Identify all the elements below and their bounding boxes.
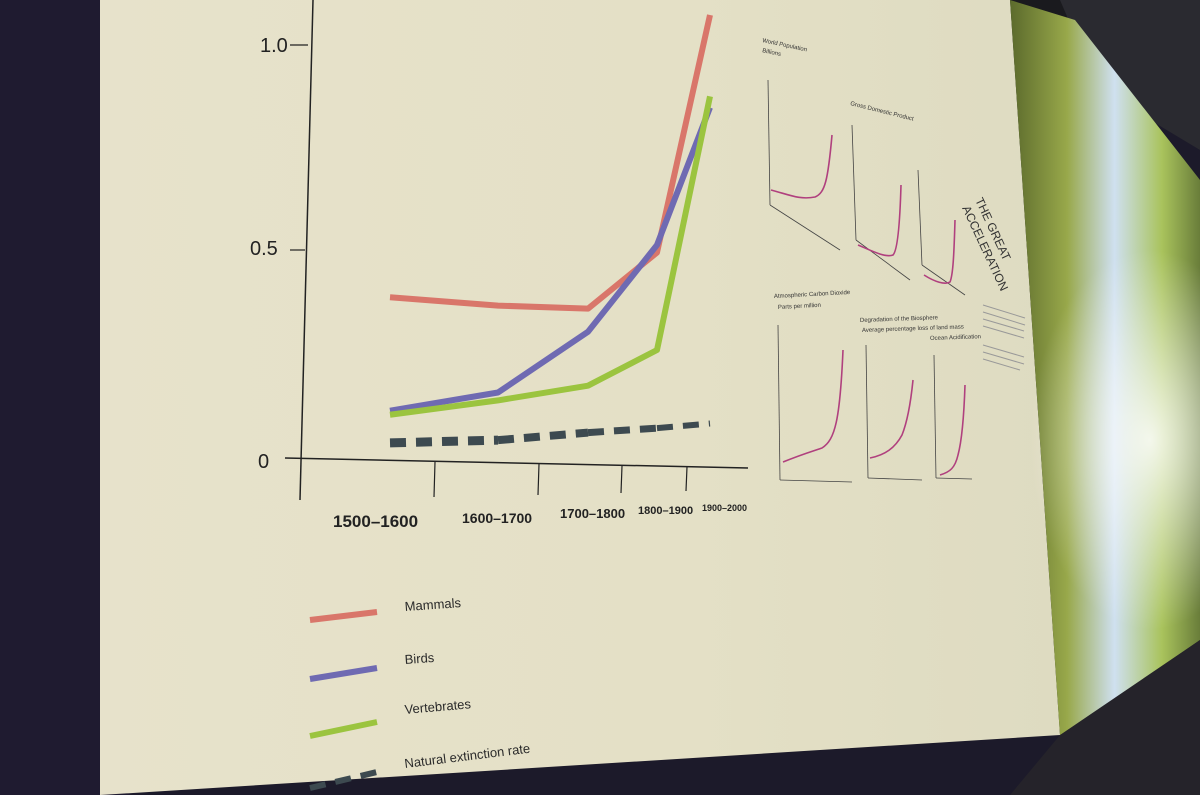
- mini-chart-line: [782, 349, 844, 463]
- series-line-birds: [389, 106, 713, 414]
- x-tick-label: 1500–1600: [333, 512, 418, 531]
- mini-chart-ocean: Ocean Acidification: [930, 334, 981, 480]
- mini-chart-subtitle: Average percentage loss of land mass: [862, 324, 964, 334]
- x-tick-label: 1600–1700: [462, 510, 532, 526]
- mini-chart-line: [939, 384, 966, 476]
- legend-swatch-birds: [309, 665, 378, 682]
- mini-chart-subtitle: Parts per million: [778, 303, 821, 311]
- extinction-chart: 1.0 0.5 0 1500–1600 1600–1700 1700–1800 …: [250, 0, 749, 531]
- series-segment-natural-extinction-rate: [389, 435, 499, 448]
- legend-swatch-vertebrates: [309, 719, 378, 739]
- y-axis: [299, 0, 314, 501]
- legend-swatch-mammals: [309, 609, 378, 623]
- x-axis: [284, 457, 749, 469]
- mini-axis: [855, 239, 911, 281]
- x-tick-mark: [537, 463, 540, 496]
- y-tick-label: 0.5: [250, 238, 278, 260]
- mini-chart-line: [857, 184, 902, 257]
- x-tick-mark: [433, 461, 436, 498]
- mini-chart-line: [770, 134, 833, 199]
- x-tick-mark: [685, 466, 688, 492]
- mini-axis: [917, 169, 923, 266]
- mini-chart-line: [923, 219, 956, 284]
- mini-axis: [767, 79, 771, 206]
- series-line-vertebrates: [389, 95, 713, 418]
- mini-chart-title: Degradation of the Biosphere: [860, 315, 939, 324]
- x-tick-mark: [620, 465, 623, 494]
- legend-label-mammals: Mammals: [404, 595, 462, 614]
- x-tick-label: 1900–2000: [702, 503, 747, 513]
- floor: [1010, 640, 1200, 795]
- series-layer: [389, 14, 713, 448]
- mini-axis: [935, 477, 973, 480]
- legend-swatch-natural-rate: [309, 769, 378, 791]
- mini-axis: [933, 354, 937, 479]
- mini-axis: [865, 344, 869, 479]
- mini-chart-title: Ocean Acidification: [930, 334, 981, 342]
- mini-axis: [779, 479, 853, 483]
- mini-axis: [777, 324, 781, 481]
- mini-chart-title: Atmospheric Carbon Dioxide: [774, 290, 851, 300]
- mini-chart-line: [869, 379, 914, 459]
- legend-label-vertebrates: Vertebrates: [404, 696, 472, 717]
- mini-axis: [769, 204, 841, 251]
- y-tick-label: 0: [258, 451, 269, 473]
- mini-chart-world-population: World Population Billions: [762, 38, 841, 251]
- x-tick-label: 1700–1800: [560, 506, 625, 521]
- mini-axis: [921, 264, 966, 296]
- mini-axis: [867, 477, 923, 481]
- series-line-mammals: [389, 14, 713, 312]
- panel-text-block: [982, 304, 1026, 371]
- legend-label-birds: Birds: [404, 650, 435, 667]
- series-segment-natural-extinction-rate: [497, 428, 589, 445]
- mini-chart-biosphere: Degradation of the Biosphere Average per…: [860, 315, 964, 481]
- x-tick-label: 1800–1900: [638, 505, 693, 517]
- mini-axis: [851, 124, 857, 241]
- mini-chart-co2: Atmospheric Carbon Dioxide Parts per mil…: [774, 290, 853, 483]
- y-tick-label: 1.0: [260, 35, 288, 57]
- exhibit-wall: [100, 0, 1060, 795]
- mini-chart-subtitle: Billions: [762, 48, 782, 58]
- mini-chart-third: [917, 169, 966, 296]
- light-glare: [1030, 250, 1200, 630]
- series-segment-natural-extinction-rate: [656, 420, 711, 432]
- series-segment-natural-extinction-rate: [587, 424, 658, 437]
- ceiling-beams: [1060, 0, 1200, 150]
